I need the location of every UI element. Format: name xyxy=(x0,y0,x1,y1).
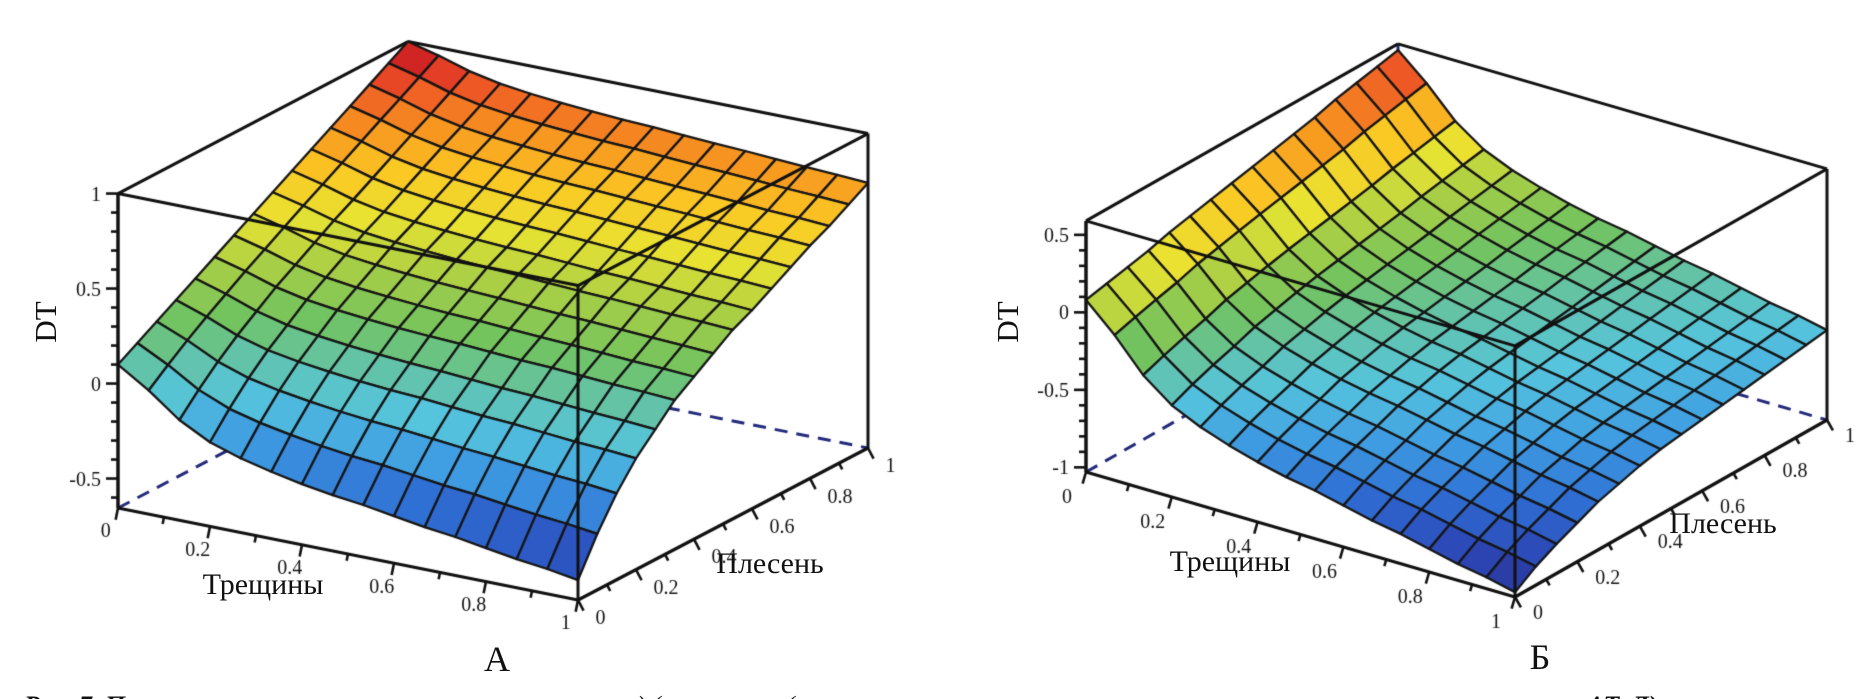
caption-fragment: ( xyxy=(786,691,795,699)
caption-fragment: ΔТ, Д) xyxy=(1587,691,1657,699)
y-axis-title-plot-a: Плесень xyxy=(716,547,824,580)
figure-caption-clipped: Рис. 7. П ) ( ( ΔТ, Д) xyxy=(0,691,1874,699)
z-axis-title-plot-b: DT xyxy=(990,301,1025,343)
caption-fragment: ) ( xyxy=(637,691,661,699)
y-axis-title-plot-b: Плесень xyxy=(1669,507,1777,540)
x-axis-title-plot-b: Трещины xyxy=(1169,545,1291,578)
x-axis-title-plot-a: Трещины xyxy=(202,568,324,601)
caption-fragment: Рис. 7. П xyxy=(24,691,125,699)
panel-letter-a: А xyxy=(484,639,510,679)
panel-letter-b: Б xyxy=(1529,637,1551,677)
z-axis-title-plot-a: DT xyxy=(28,301,63,343)
